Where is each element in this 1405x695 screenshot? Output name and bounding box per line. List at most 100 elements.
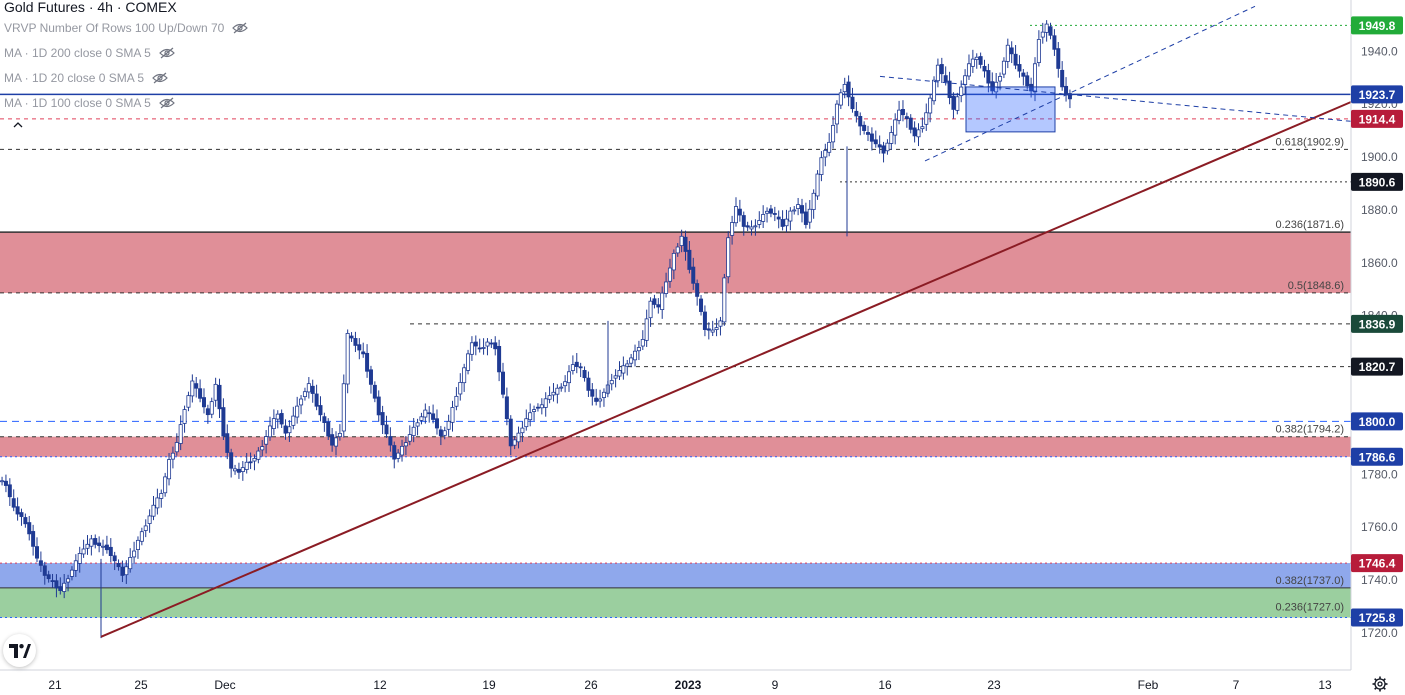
candle-body [248, 461, 253, 464]
candle-body [656, 304, 661, 308]
candle-body [155, 497, 160, 509]
price-label-bg [1351, 172, 1403, 191]
candle-body [893, 119, 898, 136]
candle-body [279, 413, 284, 425]
candle-body [598, 398, 603, 402]
candle-body [504, 396, 509, 420]
candle-body [415, 422, 420, 427]
candle-body [310, 385, 315, 394]
candle-body [186, 395, 191, 408]
candle-body [947, 80, 952, 99]
y-tick-label: 1740.0 [1361, 573, 1398, 587]
candle-body [497, 345, 502, 373]
candle-body [485, 341, 490, 347]
candle-body [706, 328, 711, 331]
gear-icon[interactable] [1372, 676, 1388, 692]
price-label[interactable]: 1949.8 [1351, 16, 1403, 35]
eye-hidden-icon[interactable] [152, 72, 168, 84]
candle-body [73, 560, 78, 571]
symbol-title[interactable]: Gold Futures · 4h · COMEX [4, 0, 177, 15]
candle-body [357, 344, 362, 351]
candle-body [648, 300, 653, 319]
eye-hidden-icon[interactable] [232, 22, 249, 34]
x-tick-label: 7 [1233, 678, 1240, 692]
wedge-upper-line[interactable] [879, 75, 1352, 122]
candle-body [788, 210, 793, 222]
candle-body [609, 380, 614, 385]
candle-body [462, 367, 467, 384]
candle-body [446, 420, 451, 430]
price-label[interactable]: 1890.6 [1351, 172, 1403, 191]
candle-body [1021, 72, 1026, 77]
candle-body [221, 407, 226, 437]
candle-body [35, 546, 40, 559]
indicator-ma-20[interactable]: MA · 1D 20 close 0 SMA 5 [4, 72, 248, 97]
candle-body [489, 342, 494, 345]
candle-body [594, 397, 599, 402]
candle-body [912, 127, 917, 137]
indicator-ma-100[interactable]: MA · 1D 100 close 0 SMA 5 [4, 97, 248, 122]
candle-body [116, 562, 121, 568]
candle-body [1060, 69, 1065, 88]
price-label[interactable]: 1786.6 [1351, 447, 1403, 466]
collapse-legend-icon[interactable] [12, 120, 24, 130]
price-label[interactable]: 1725.8 [1351, 608, 1403, 627]
candle-body [939, 64, 944, 75]
indicator-vrvp[interactable]: VRVP Number Of Rows 100 Up/Down 70 [4, 22, 249, 47]
price-label[interactable]: 1820.7 [1351, 357, 1403, 376]
wedge-lower-line[interactable] [924, 5, 1256, 162]
candle-body [427, 412, 432, 415]
candle-body [213, 383, 218, 401]
candle-body [267, 425, 272, 438]
tradingview-logo[interactable] [3, 634, 36, 667]
candle-body [400, 445, 405, 456]
candle-body [217, 384, 222, 410]
candle-body [582, 370, 587, 379]
candle-body [1067, 93, 1072, 100]
support-trendline[interactable] [100, 101, 1352, 638]
x-tick-label: 16 [878, 678, 892, 692]
candle-body [695, 283, 700, 297]
candle-body [702, 311, 707, 330]
candle-body [959, 86, 964, 97]
price-label[interactable]: 1800.0 [1351, 412, 1403, 431]
time-axis[interactable] [0, 670, 1351, 695]
candle-body [295, 405, 300, 418]
candle-body [827, 141, 832, 153]
candle-body [326, 421, 331, 437]
candle-body [434, 418, 439, 429]
candle-body [388, 436, 393, 446]
candle-body [500, 371, 505, 395]
candle-body [334, 437, 339, 447]
price-label[interactable]: 1923.7 [1351, 85, 1403, 104]
eye-hidden-icon[interactable] [158, 97, 175, 109]
candle-body [699, 298, 704, 312]
candle-body [174, 442, 179, 453]
candle-body [741, 215, 746, 227]
price-label[interactable]: 1746.4 [1351, 554, 1403, 573]
candle-body [264, 436, 269, 445]
candle-body [636, 347, 641, 352]
candle-body [353, 338, 358, 346]
candle-body [951, 95, 956, 110]
candle-body [469, 342, 474, 355]
candle-body [578, 366, 583, 369]
candle-body [539, 404, 544, 409]
eye-hidden-icon[interactable] [158, 47, 175, 59]
price-label-bg [1351, 447, 1403, 466]
candle-body [139, 531, 144, 542]
candle-body [365, 352, 370, 372]
price-label-text: 1725.8 [1359, 611, 1396, 625]
candle-body [236, 468, 241, 473]
candle-body [50, 580, 55, 582]
price-label[interactable]: 1836.9 [1351, 314, 1403, 333]
candle-body [722, 277, 727, 323]
consolidation-box[interactable] [965, 86, 1056, 133]
price-label-bg [1351, 85, 1403, 104]
indicator-ma-200[interactable]: MA · 1D 200 close 0 SMA 5 [4, 47, 248, 72]
price-label[interactable]: 1914.4 [1351, 109, 1403, 128]
candle-body [198, 388, 203, 399]
candle-body [1009, 47, 1014, 55]
x-tick-label: Dec [214, 678, 235, 692]
